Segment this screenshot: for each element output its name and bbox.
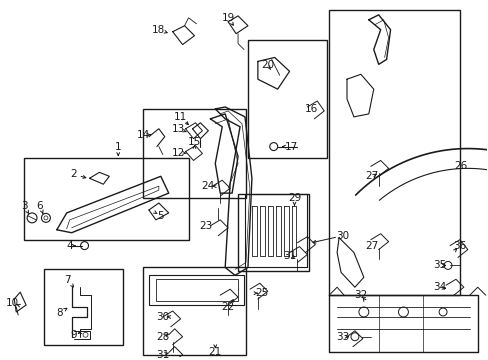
Text: 18: 18 (152, 25, 165, 35)
Text: 32: 32 (353, 290, 367, 300)
Text: 27: 27 (365, 171, 378, 181)
Text: 2: 2 (70, 169, 77, 179)
Text: 24: 24 (202, 181, 215, 191)
Text: 1: 1 (115, 141, 122, 152)
Text: 33: 33 (336, 332, 349, 342)
Text: 34: 34 (432, 282, 446, 292)
Text: 14: 14 (136, 130, 149, 140)
Text: 30: 30 (336, 231, 349, 241)
Text: 6: 6 (37, 201, 43, 211)
Text: 19: 19 (221, 13, 234, 23)
Bar (24, 158, 188, 240)
Text: 8: 8 (57, 308, 63, 318)
Text: 21: 21 (208, 347, 222, 357)
Text: 3: 3 (21, 201, 27, 211)
Bar (247, 40, 326, 158)
Text: 15: 15 (187, 137, 201, 147)
Text: 31: 31 (156, 350, 169, 360)
Text: 31: 31 (283, 251, 296, 261)
Text: 36: 36 (452, 240, 466, 251)
Text: 7: 7 (64, 275, 71, 285)
Bar (142, 267, 245, 355)
Text: 27: 27 (365, 240, 378, 251)
Text: 13: 13 (172, 124, 185, 134)
Text: 17: 17 (285, 141, 298, 152)
Text: 5: 5 (157, 211, 164, 221)
Bar (149, 275, 244, 305)
Text: 30: 30 (156, 312, 169, 322)
Text: 10: 10 (6, 298, 19, 308)
Text: 25: 25 (255, 288, 268, 298)
Bar (156, 279, 238, 301)
Bar (238, 194, 309, 271)
Text: 28: 28 (156, 332, 169, 342)
Text: 16: 16 (304, 104, 317, 114)
Text: 9: 9 (70, 330, 77, 340)
Text: 20: 20 (261, 60, 274, 70)
Text: 11: 11 (174, 112, 187, 122)
Text: 12: 12 (172, 148, 185, 158)
Bar (142, 109, 245, 198)
Text: 23: 23 (198, 221, 212, 231)
Text: 35: 35 (432, 260, 446, 270)
Bar (328, 10, 459, 295)
Text: 22: 22 (221, 302, 234, 312)
Text: 29: 29 (287, 193, 301, 203)
Bar (44, 269, 123, 345)
Text: 26: 26 (453, 161, 467, 171)
Text: 4: 4 (66, 240, 73, 251)
